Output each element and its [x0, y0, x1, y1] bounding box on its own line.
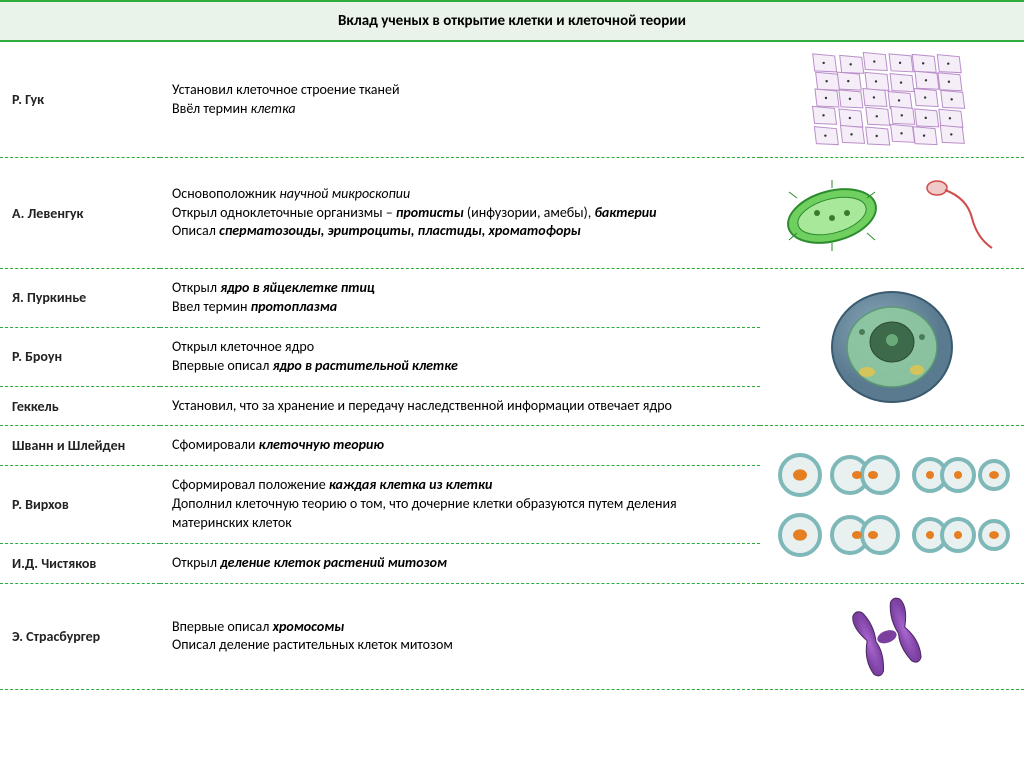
- contribution-text: Впервые описал хромосомыОписал деление р…: [160, 583, 760, 689]
- scientist-name: Р. Вирхов: [0, 466, 160, 544]
- contribution-text: Открыл деление клеток растений митозом: [160, 544, 760, 584]
- scientist-name: Я. Пуркинье: [0, 269, 160, 328]
- scientist-name: Р. Гук: [0, 41, 160, 158]
- cell-division-illustration: [760, 426, 1024, 583]
- table-row: Шванн и ШлейденСфомировали клеточную тео…: [0, 426, 1024, 466]
- table-row: А. ЛевенгукОсновоположник научной микрос…: [0, 158, 1024, 269]
- table-header-row: Вклад ученых в открытие клетки и клеточн…: [0, 1, 1024, 41]
- table-row: Я. ПуркиньеОткрыл ядро в яйцеклетке птиц…: [0, 269, 1024, 328]
- contribution-text: Открыл ядро в яйцеклетке птицВвел термин…: [160, 269, 760, 328]
- table-row: Р. ГукУстановил клеточное строение ткане…: [0, 41, 1024, 158]
- chromosome-illustration: [760, 583, 1024, 689]
- scientist-name: А. Левенгук: [0, 158, 160, 269]
- contribution-text: Основоположник научной микроскопииОткрыл…: [160, 158, 760, 269]
- cell-nucleus-illustration: [760, 269, 1024, 426]
- table-row: Э. СтрасбургерВпервые описал хромосомыОп…: [0, 583, 1024, 689]
- table-title: Вклад ученых в открытие клетки и клеточн…: [0, 1, 1024, 41]
- scientist-name: Геккель: [0, 386, 160, 426]
- scientist-name: Шванн и Шлейден: [0, 426, 160, 466]
- scientist-name: И.Д. Чистяков: [0, 544, 160, 584]
- cork-cells-illustration: [760, 41, 1024, 158]
- scientist-name: Э. Страсбургер: [0, 583, 160, 689]
- scientists-table: Вклад ученых в открытие клетки и клеточн…: [0, 0, 1024, 690]
- contribution-text: Сфомировали клеточную теорию: [160, 426, 760, 466]
- contribution-text: Сформировал положение каждая клетка из к…: [160, 466, 760, 544]
- scientist-name: Р. Броун: [0, 327, 160, 386]
- protist-sperm-illustration: [760, 158, 1024, 269]
- contribution-text: Установил, что за хранение и передачу на…: [160, 386, 760, 426]
- contribution-text: Открыл клеточное ядроВпервые описал ядро…: [160, 327, 760, 386]
- contribution-text: Установил клеточное строение тканейВвёл …: [160, 41, 760, 158]
